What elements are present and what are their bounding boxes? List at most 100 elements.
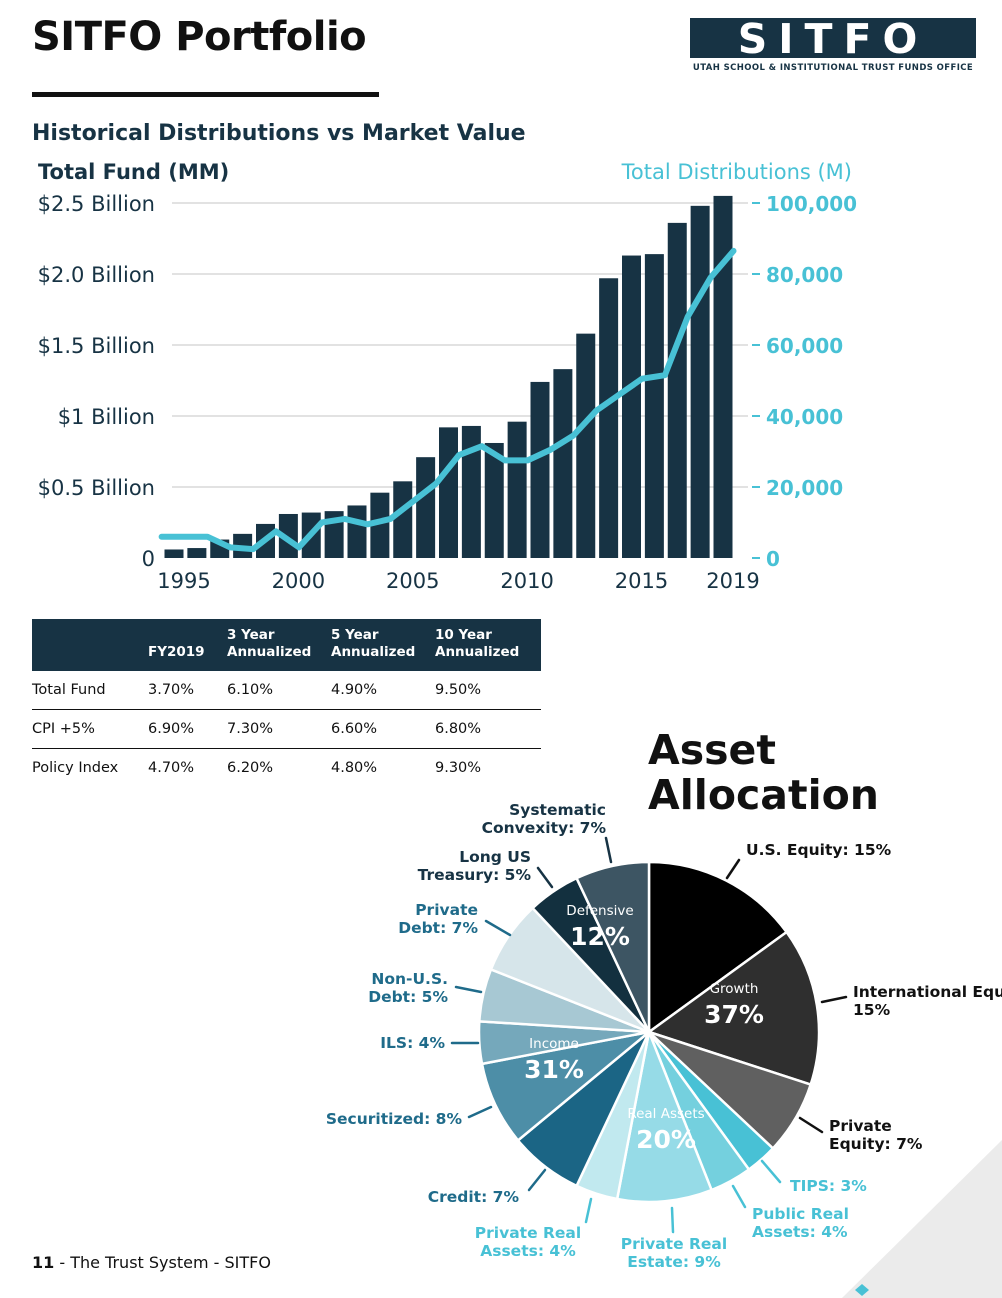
left-axis-tick-label: $1.5 Billion [38, 334, 155, 358]
bar-total-fund [507, 421, 527, 558]
bar-total-fund [393, 481, 413, 558]
table-cell: 9.50% [435, 671, 541, 710]
pie-group-name: Real Assets [627, 1106, 704, 1122]
pie-slice-label: Private Real Assets: 4% [475, 1224, 581, 1260]
leader-line [798, 1116, 824, 1134]
left-axis-title: Total Fund (MM) [38, 160, 229, 184]
table-cell: 9.30% [435, 760, 482, 776]
page-footer: 11 - The Trust System - SITFO [32, 1253, 271, 1272]
pie-group-percent: 20% [636, 1125, 696, 1154]
table-header-row: FY2019 3 Year Annualized 5 Year Annualized… [32, 619, 541, 671]
asset-allocation-title: Asset Allocation [648, 726, 879, 819]
right-axis-tick-label: 0 [766, 547, 780, 571]
pie-group-name: Defensive [566, 903, 633, 919]
leader-line [536, 866, 554, 889]
table-row: Total Fund 3.70% 6.10% 4.90% 9.50% [32, 671, 541, 710]
page-title: SITFO Portfolio [32, 14, 367, 60]
bar-total-fund [713, 195, 733, 558]
bar-total-fund [576, 333, 596, 558]
table-header-cell: FY2019 [148, 619, 227, 671]
sitfo-logo: SITFO UTAH SCHOOL & INSTITUTIONAL TRUST … [690, 18, 976, 80]
pie-slice-label: Systematic Convexity: 7% [482, 801, 607, 837]
pie-slice-label: Long US Treasury: 5% [418, 848, 532, 884]
page-number: 11 [32, 1253, 55, 1272]
table-cell: 4.90% [331, 671, 435, 710]
table-header-cell: 3 Year Annualized [227, 619, 331, 671]
right-axis-tick-label: 40,000 [766, 405, 843, 429]
bar-total-fund [644, 254, 664, 558]
left-axis-tick-label: $1 Billion [58, 405, 155, 429]
pie-slice-label: Private Real Estate: 9% [621, 1235, 727, 1271]
logo-wordmark: SITFO [690, 18, 976, 58]
distributions-line [158, 247, 737, 553]
x-axis-tick-label: 2000 [272, 569, 325, 593]
row-label: Policy Index [32, 760, 119, 776]
pie-slice-label: U.S. Equity: 15% [746, 841, 892, 859]
leader-line [584, 1197, 593, 1224]
chart-title: Historical Distributions vs Market Value [32, 121, 526, 146]
pie-slice [615, 1027, 714, 1204]
logo-letters: SITFO [738, 18, 929, 58]
right-axis-tick-label: 100,000 [766, 192, 857, 216]
pie-slice-label: Private Equity: 7% [829, 1117, 923, 1153]
distributions-chart: 0 $0.5 Billion $1 Billion $1.5 Billion $2.0 … [38, 160, 857, 593]
bar-total-fund [553, 369, 573, 558]
leader-line [454, 985, 483, 994]
x-axis-tick-label: 2019 [706, 569, 759, 593]
returns-table: FY2019 3 Year Annualized 5 Year Annualized… [32, 619, 541, 787]
bar-total-fund [164, 549, 184, 558]
pie-slice-label: Public Real Assets: 4% [752, 1205, 849, 1241]
pie-slice-label: Private Debt: 7% [398, 901, 478, 937]
left-axis-tick-label: 0 [142, 547, 155, 571]
x-axis-tick-label: 1995 [157, 569, 210, 593]
table-cell: 7.30% [227, 709, 331, 749]
leader-line [484, 919, 512, 937]
pie-slice-label: ILS: 4% [380, 1034, 445, 1052]
pie-slice-label: Securitized: 8% [326, 1110, 463, 1128]
pie-slice [646, 930, 821, 1087]
pie-group-name: Growth [710, 981, 759, 997]
x-axis-tick-label: 2015 [615, 569, 668, 593]
bar-total-fund [622, 255, 641, 558]
pie-slice [647, 860, 789, 1035]
left-axis-tick-label: $0.5 Billion [38, 476, 155, 500]
bar-total-fund [484, 442, 504, 558]
table-header-cell: 10 Year Annualized [435, 619, 541, 671]
table-cell: 6.80% [435, 709, 541, 749]
pie-slice [574, 860, 651, 1033]
bar-total-fund [370, 492, 390, 558]
table-cell: 6.10% [227, 671, 331, 710]
bar-total-fund [690, 205, 710, 558]
bar-total-fund [461, 425, 481, 558]
table-cell: 6.60% [331, 709, 435, 749]
pie-group-percent: 12% [570, 922, 630, 951]
x-axis-tick-label: 2010 [500, 569, 553, 593]
row-label: Total Fund [32, 671, 148, 710]
pie-slice-label: Non-U.S. Debt: 5% [368, 970, 448, 1006]
leader-line [467, 1105, 493, 1119]
table-cell: 4.70% [148, 760, 195, 776]
pie-slice-label: TIPS: 3% [790, 1177, 867, 1195]
leader-line [604, 836, 613, 864]
logo-subtitle: UTAH SCHOOL & INSTITUTIONAL TRUST FUNDS … [692, 63, 974, 73]
table-header-cell: 5 Year Annualized [331, 619, 435, 671]
pie-slice-label: Credit: 7% [428, 1188, 520, 1206]
pie-group-percent: 31% [524, 1055, 584, 1084]
table-row: CPI +5% 6.90% 7.30% 6.60% 6.80% [32, 709, 541, 749]
right-axis-tick-label: 80,000 [766, 263, 843, 287]
table-cell: 6.90% [148, 709, 227, 749]
footer-text: - The Trust System - SITFO [54, 1253, 271, 1272]
bar-total-fund [187, 548, 207, 558]
leader-line [670, 1206, 675, 1234]
table-cell: 4.80% [331, 760, 378, 776]
table-row: Policy Index 4.70% 6.20% 4.80% 9.30% [32, 749, 541, 788]
table-cell: 6.20% [227, 760, 274, 776]
x-axis-tick-label: 2005 [386, 569, 439, 593]
leader-line [820, 995, 848, 1004]
table-cell: 3.70% [148, 671, 227, 710]
bar-total-fund [599, 278, 619, 558]
leader-line [725, 858, 741, 880]
title-divider [32, 92, 379, 97]
left-axis-tick-label: $2.5 Billion [38, 192, 155, 216]
